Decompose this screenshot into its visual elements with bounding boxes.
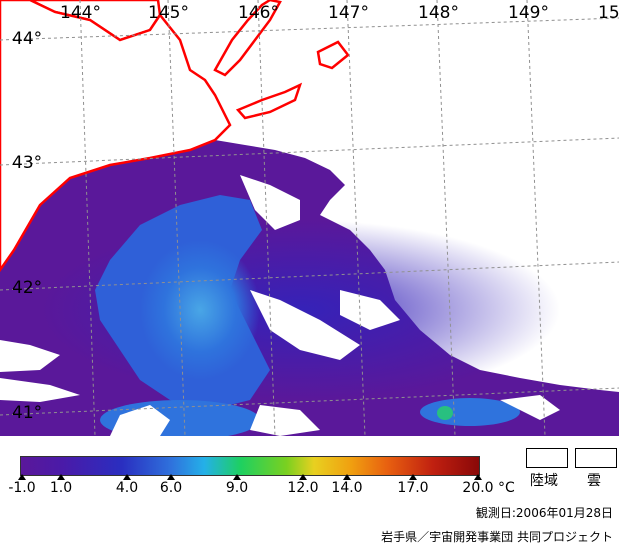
temperature-colorbar bbox=[20, 456, 480, 476]
tick-mark bbox=[409, 474, 417, 480]
tick-label: 1.0 bbox=[49, 480, 73, 496]
tick-label: 4.0 bbox=[115, 480, 139, 496]
tick-mark bbox=[343, 474, 351, 480]
green-warm-spot bbox=[437, 406, 453, 420]
cloud-label: 雲 bbox=[587, 473, 601, 489]
lon-label: 147° bbox=[328, 3, 369, 23]
lon-label: 145° bbox=[148, 3, 189, 23]
tick-mark bbox=[299, 474, 307, 480]
cloud-swatch bbox=[575, 448, 617, 468]
tick-label: 14.0 bbox=[331, 480, 363, 496]
land-label: 陸域 bbox=[530, 473, 558, 489]
lon-label: 146° bbox=[238, 3, 279, 23]
tick-mark bbox=[233, 474, 241, 480]
tick-mark bbox=[474, 474, 482, 480]
tick-mark bbox=[57, 474, 65, 480]
lon-label: 144° bbox=[60, 3, 101, 23]
tick-label: 20.0 bbox=[462, 480, 494, 496]
observation-date: 観測日:2006年01月28日 bbox=[475, 506, 613, 520]
cloud-mask bbox=[0, 175, 560, 436]
tick-mark bbox=[123, 474, 131, 480]
temperature-unit: °C bbox=[498, 480, 515, 496]
lon-label: 15 bbox=[598, 3, 619, 23]
tick-mark bbox=[167, 474, 175, 480]
legend bbox=[0, 436, 619, 546]
credit-line: 岩手県／宇宙開発事業団 共同プロジェクト bbox=[381, 530, 613, 544]
tick-label: -1.0 bbox=[8, 480, 36, 496]
land-swatch bbox=[526, 448, 568, 468]
sea-surface-temperature-map: 144° 145° 146° 147° 148° 149° 15 44° 43°… bbox=[0, 0, 619, 436]
lon-label: 149° bbox=[508, 3, 549, 23]
lat-label: 41° bbox=[12, 403, 42, 423]
lat-label: 43° bbox=[12, 153, 42, 173]
land bbox=[0, 0, 350, 273]
tick-label: 17.0 bbox=[397, 480, 429, 496]
tick-label: 6.0 bbox=[159, 480, 183, 496]
tick-label: 12.0 bbox=[287, 480, 319, 496]
cyan-water-core bbox=[140, 240, 260, 380]
latitude-labels: 44° 43° 42° 41° bbox=[12, 29, 42, 423]
lat-label: 42° bbox=[12, 278, 42, 298]
tick-label: 9.0 bbox=[225, 480, 249, 496]
lat-label: 44° bbox=[12, 29, 42, 49]
graticule bbox=[0, 0, 619, 436]
longitude-labels: 144° 145° 146° 147° 148° 149° 15 bbox=[60, 3, 619, 23]
tick-mark bbox=[18, 474, 26, 480]
lon-label: 148° bbox=[418, 3, 459, 23]
